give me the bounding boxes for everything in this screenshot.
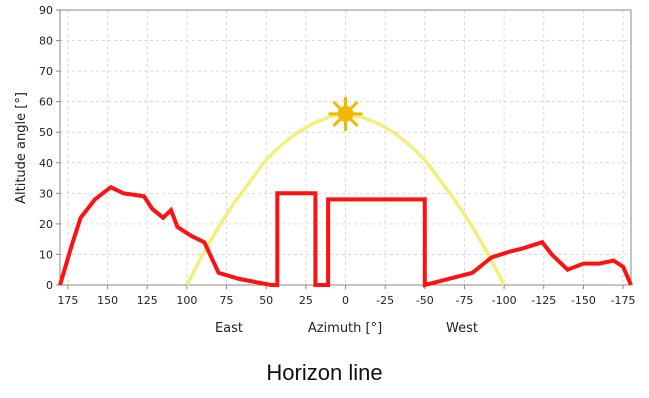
y-tick-label: 70 [39,65,53,78]
horizon-chart: 0 10 20 30 40 50 60 70 80 90 175 150 125 100 75 50 25 0 -… [14,4,636,336]
x-tick-label: 0 [342,294,349,307]
x-tick-label: 150 [97,294,118,307]
x-tick-label: -150 [571,294,596,307]
y-tick-label: 20 [39,218,53,231]
x-tick-label: -100 [492,294,517,307]
y-tick-label: 60 [39,96,53,109]
x-tick-label: -75 [455,294,473,307]
x-axis-label: Azimuth [°] [308,321,382,336]
x-tick-label: 75 [220,294,234,307]
y-axis-label: Altitude angle [°] [14,92,29,204]
y-tick-labels: 0 10 20 30 40 50 60 70 80 90 [39,4,60,292]
x-tick-label: 50 [259,294,273,307]
x-tick-label: 100 [176,294,197,307]
y-tick-label: 90 [39,4,53,17]
y-tick-label: 10 [39,248,53,261]
x-side-label-east: East [215,321,243,336]
sun-icon [328,96,363,131]
y-tick-label: 80 [39,35,53,48]
x-tick-labels: 175 150 125 100 75 50 25 0 -25 -50 -75 -100 -125 -150… [57,285,636,307]
x-tick-label: 175 [57,294,78,307]
y-tick-label: 50 [39,126,53,139]
x-tick-label: 125 [137,294,158,307]
x-tick-label: -50 [416,294,434,307]
x-tick-label: -125 [531,294,556,307]
sun-disc [337,105,354,122]
horizon-line [58,184,633,288]
x-tick-label: -25 [376,294,394,307]
y-tick-label: 0 [46,279,53,292]
chart-title: Horizon line [266,360,383,385]
x-tick-label: -175 [611,294,636,307]
x-side-label-west: West [446,321,478,336]
x-tick-label: 25 [299,294,313,307]
y-tick-label: 30 [39,187,53,200]
y-tick-label: 40 [39,157,53,170]
